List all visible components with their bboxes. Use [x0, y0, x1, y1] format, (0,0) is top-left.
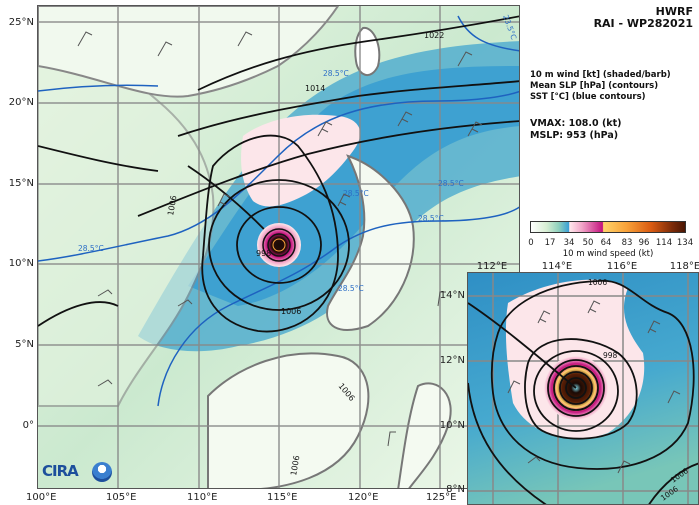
- slp-label-998: 998: [256, 249, 271, 258]
- lon-label-120e: 120°E: [348, 492, 379, 503]
- colorbar-tick: 134: [676, 238, 694, 248]
- colorbar-tick: 34: [563, 238, 575, 248]
- lon-label-125e: 125°E: [426, 492, 457, 503]
- lat-label-5n: 5°N: [15, 339, 34, 350]
- colorbar-tick: 96: [638, 238, 650, 248]
- vmax-value: VMAX: 108.0 (kt): [530, 118, 622, 129]
- colorbar-tick: 17: [544, 238, 556, 248]
- lat-label-15n: 15°N: [8, 178, 34, 189]
- sst-label: 28.5°C: [323, 69, 349, 78]
- storm-id: RAI - WP282021: [593, 17, 693, 30]
- colorbar-tick: 0: [528, 238, 534, 248]
- inset-wind-barbs: [507, 300, 681, 474]
- colorbar-tick: 114: [655, 238, 673, 248]
- lat-label-20n: 20°N: [8, 97, 34, 108]
- noaa-logo-icon: [92, 462, 112, 482]
- mslp-value: MSLP: 953 (hPa): [530, 130, 619, 141]
- lon-label-100e: 100°E: [26, 492, 57, 503]
- wind-barbs: [77, 31, 486, 447]
- lat-label-0: 0°: [22, 420, 34, 431]
- inset-lon-label-114e: 114°E: [541, 261, 573, 272]
- model-name: HWRF: [655, 5, 693, 18]
- slp-label-1006-south: 1006: [289, 455, 301, 477]
- colorbar-tick: 64: [600, 238, 612, 248]
- inset-lon-label-116e: 116°E: [606, 261, 638, 272]
- lon-label-115e: 115°E: [267, 492, 298, 503]
- sst-label: 28.5°C: [438, 179, 464, 188]
- lon-label-110e: 110°E: [187, 492, 218, 503]
- inset-zoom-map: 1006 998 1006 1006: [467, 272, 699, 505]
- lat-label-25n: 25°N: [8, 17, 34, 28]
- legend-slp-field: Mean SLP [hPa] (contours): [530, 81, 659, 91]
- lon-label-105e: 105°E: [106, 492, 137, 503]
- inset-lat-label-14n: 14°N: [439, 290, 465, 301]
- colorbar-tick: 83: [621, 238, 633, 248]
- sst-label: 28.5°C: [343, 189, 369, 198]
- main-forecast-map: 1022 1014 1006 998 1006 1006 1006 23.5°C…: [37, 5, 520, 489]
- lat-label-10n: 10°N: [8, 258, 34, 269]
- slp-label-1022: 1022: [424, 31, 444, 40]
- sst-label: 28.5°C: [78, 244, 104, 253]
- sst-label: 28.5°C: [338, 284, 364, 293]
- inset-lon-label-118e: 118°E: [669, 261, 699, 272]
- inset-lon-label-112e: 112°E: [476, 261, 508, 272]
- sst-label: 28.5°C: [418, 214, 444, 223]
- legend-wind-field: 10 m wind [kt] (shaded/barb): [530, 70, 671, 80]
- cira-logo: CIRA: [42, 462, 79, 480]
- slp-label-1014: 1014: [305, 84, 325, 93]
- colorbar-tick: 50: [582, 238, 594, 248]
- inset-lat-label-10n: 10°N: [439, 420, 465, 431]
- colorbar-label: 10 m wind speed (kt): [562, 249, 654, 259]
- legend-sst-field: SST [°C] (blue contours): [530, 92, 646, 102]
- inset-lat-label-8n: 8°N: [446, 484, 465, 495]
- inset-slp-label: 998: [603, 351, 618, 360]
- slp-label-1006-west: 1006: [166, 195, 178, 217]
- slp-label-1006: 1006: [281, 307, 301, 316]
- wind-speed-colorbar: [530, 221, 686, 233]
- inset-lat-label-12n: 12°N: [439, 355, 465, 366]
- inset-slp-label: 1006: [588, 278, 607, 287]
